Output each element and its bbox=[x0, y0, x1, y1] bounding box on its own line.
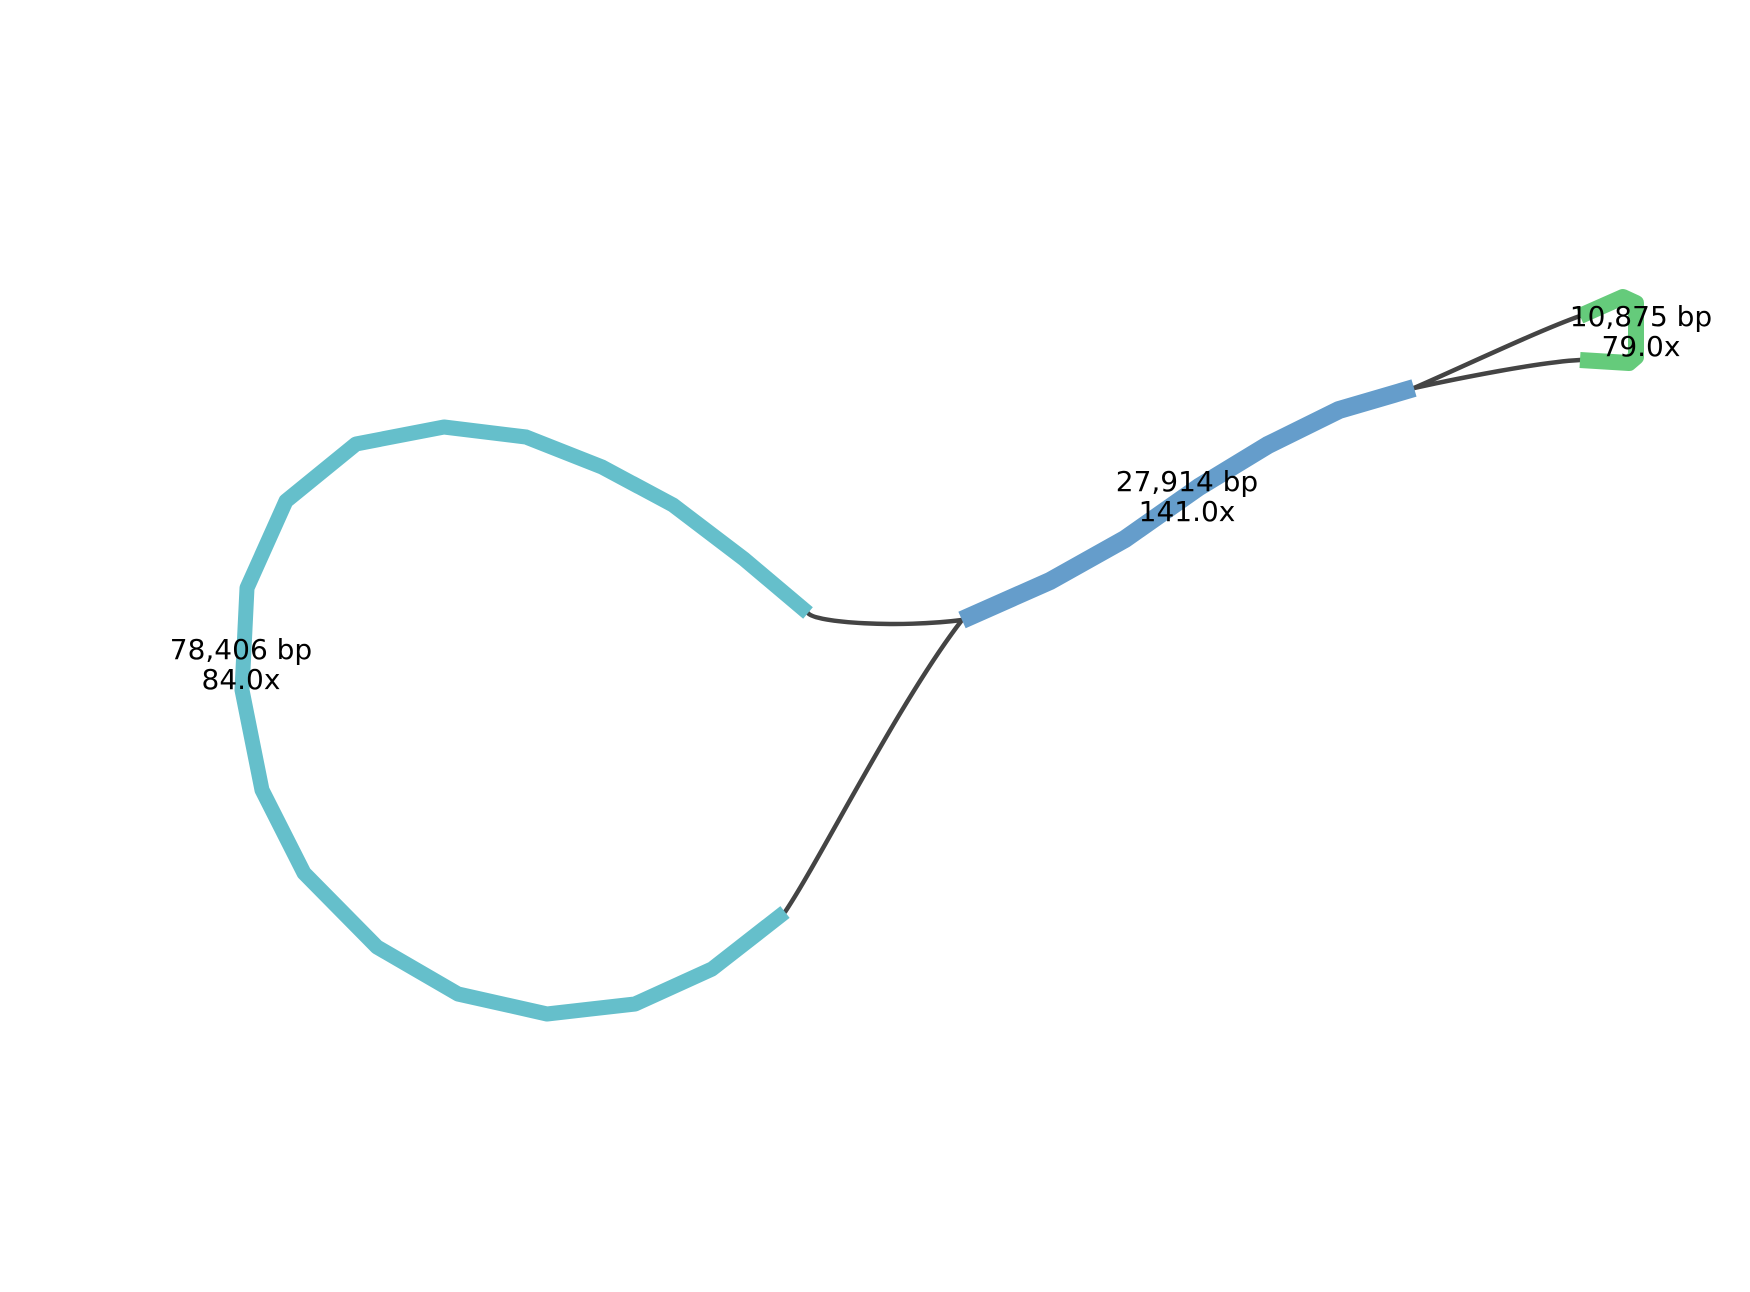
edge-large-top-to-mid[interactable] bbox=[805, 610, 965, 627]
labels: 78,406 bp 84.0x 27,914 bp 141.0x 10,875 … bbox=[170, 300, 1712, 696]
contig-large-depth-label: 84.0x bbox=[202, 663, 281, 696]
nodes bbox=[234, 289, 1644, 1022]
contig-large-length-label: 78,406 bp bbox=[170, 633, 312, 666]
contig-node-medium[interactable] bbox=[958, 379, 1417, 629]
contig-node-small[interactable] bbox=[1576, 289, 1644, 371]
contig-node-large[interactable] bbox=[234, 419, 813, 1022]
contig-small-depth-label: 79.0x bbox=[1602, 330, 1681, 363]
contig-small-length-label: 10,875 bp bbox=[1570, 300, 1712, 333]
edge-mid-to-small-lower[interactable] bbox=[1411, 357, 1583, 391]
contig-medium-length-label: 27,914 bp bbox=[1116, 465, 1258, 498]
edge-mid-to-small-upper[interactable] bbox=[1411, 313, 1583, 391]
contig-medium-depth-label: 141.0x bbox=[1139, 495, 1236, 528]
edges bbox=[782, 313, 1583, 915]
edge-large-bottom-to-mid[interactable] bbox=[782, 617, 965, 915]
